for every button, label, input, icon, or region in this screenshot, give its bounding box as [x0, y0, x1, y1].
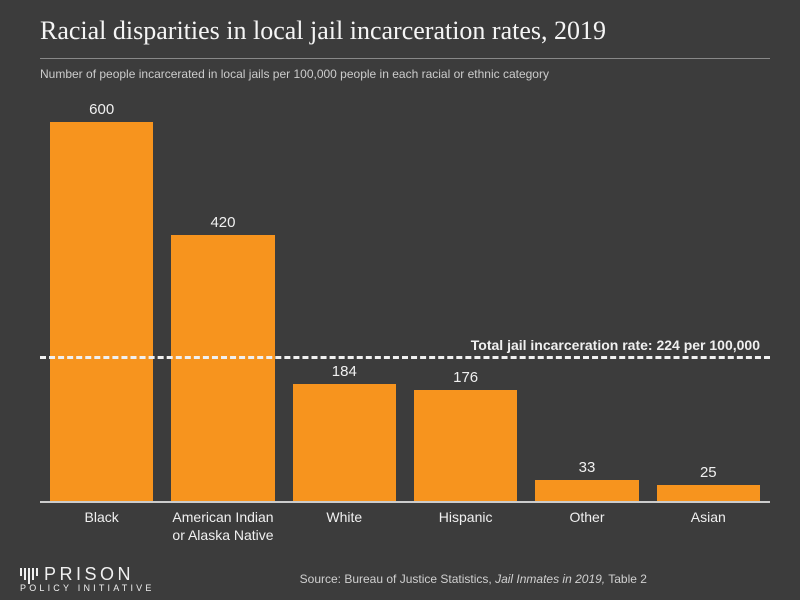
bar-rect — [535, 480, 638, 501]
bar-rect — [293, 384, 396, 501]
bar-value-label: 25 — [700, 464, 717, 481]
x-axis-line — [40, 501, 770, 503]
chart-title: Racial disparities in local jail incarce… — [40, 16, 770, 46]
bar-0: 600 — [50, 101, 153, 501]
bar-value-label: 420 — [210, 214, 235, 231]
bar-rect — [50, 122, 153, 501]
x-label: Other — [535, 509, 638, 544]
logo-text-line2: POLICY INITIATIVE — [20, 584, 155, 592]
x-label: American Indian or Alaska Native — [171, 509, 274, 544]
footer: PRISON POLICY INITIATIVE Source: Bureau … — [20, 566, 780, 592]
bar-rect — [657, 485, 760, 501]
x-label: Asian — [657, 509, 760, 544]
chart-subtitle: Number of people incarcerated in local j… — [40, 67, 770, 81]
x-label: Hispanic — [414, 509, 517, 544]
x-label: Black — [50, 509, 153, 544]
bar-value-label: 33 — [579, 459, 596, 476]
bar-group: 600 420 184 176 33 25 — [50, 101, 760, 501]
org-logo: PRISON POLICY INITIATIVE — [20, 566, 155, 592]
logo-bars-icon — [20, 568, 38, 584]
bar-value-label: 176 — [453, 369, 478, 386]
bar-4: 33 — [535, 101, 638, 501]
bar-2: 184 — [293, 101, 396, 501]
bar-rect — [414, 390, 517, 501]
x-axis-labels: Black American Indian or Alaska Native Whi… — [50, 509, 760, 544]
title-underline — [40, 58, 770, 59]
bar-value-label: 184 — [332, 363, 357, 380]
bar-5: 25 — [657, 101, 760, 501]
chart-plot-area: Total jail incarceration rate: 224 per 1… — [50, 101, 760, 501]
logo-text-line1: PRISON — [44, 564, 134, 584]
reference-line — [40, 356, 770, 359]
bar-1: 420 — [171, 101, 274, 501]
bar-rect — [171, 235, 274, 501]
bar-value-label: 600 — [89, 101, 114, 118]
source-citation: Source: Bureau of Justice Statistics, Ja… — [167, 572, 780, 586]
x-label: White — [293, 509, 396, 544]
bar-3: 176 — [414, 101, 517, 501]
